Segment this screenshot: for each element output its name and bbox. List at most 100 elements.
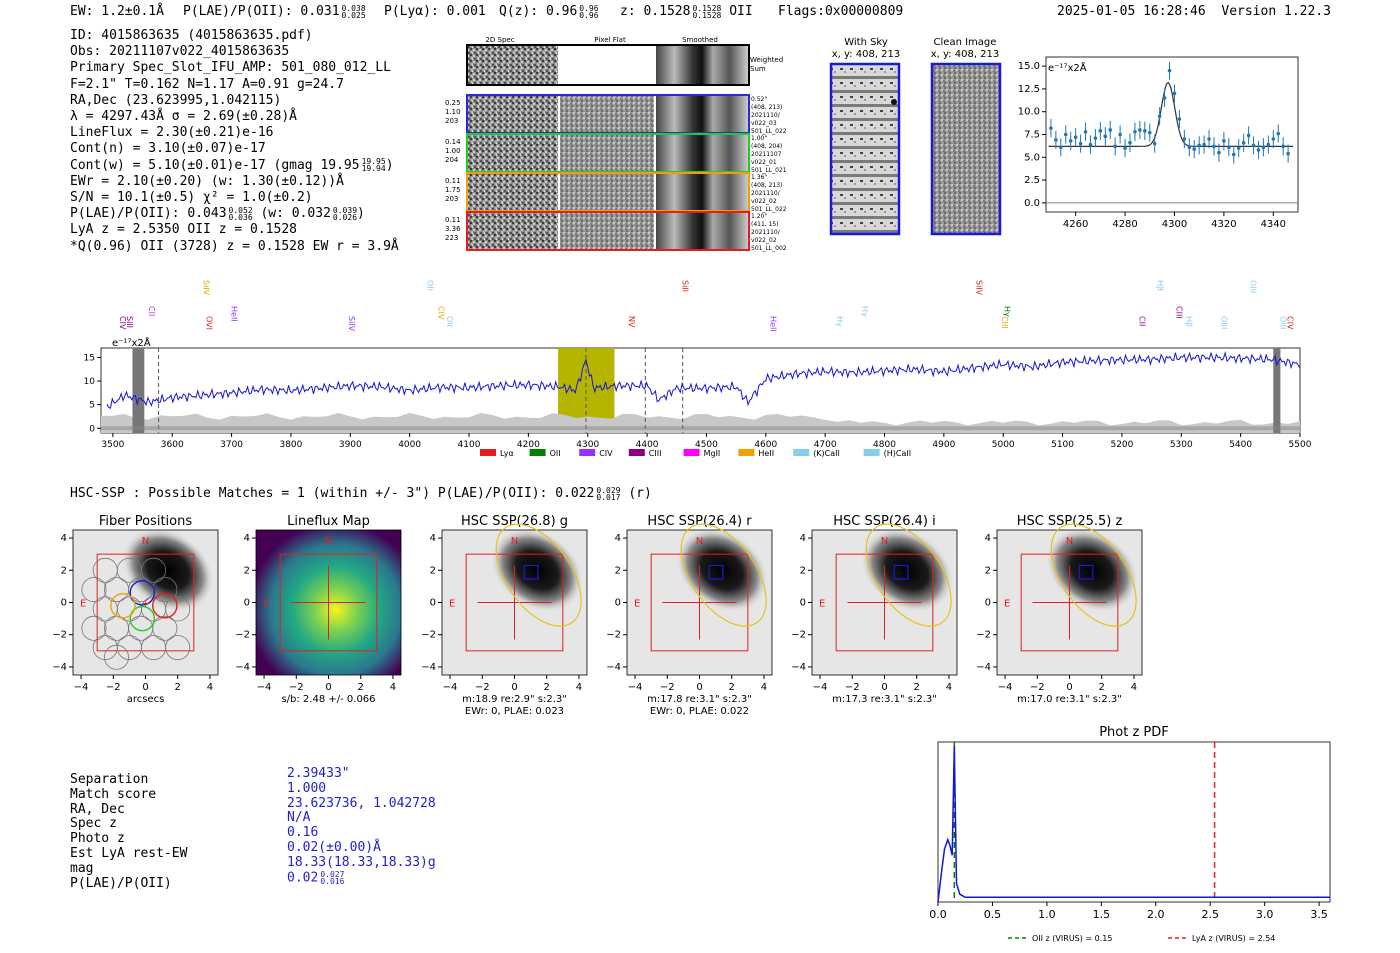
spectrum-line-label: CII xyxy=(147,306,156,316)
panel-caption: s/b: 2.48 +/- 0.066 xyxy=(281,694,375,705)
spec2d-row-right-label: 1.00" xyxy=(751,135,767,142)
aperture-ellipse xyxy=(680,523,767,627)
zoom-data-point xyxy=(1152,141,1157,146)
zoom-data-point xyxy=(1207,137,1211,141)
spectrum-line-label: CIV xyxy=(1286,316,1295,330)
weighted-frame xyxy=(466,44,750,86)
panel-xtick-label: 0 xyxy=(325,682,331,693)
spec2d-row-smoothed xyxy=(656,173,748,211)
spectrum-line-marker: CII xyxy=(1138,316,1147,326)
spec2d-row-pixelflat xyxy=(560,134,654,172)
search-box xyxy=(1020,553,1119,652)
zoom-data-point xyxy=(1103,134,1108,139)
panel-ytick-label: 4 xyxy=(615,533,621,544)
panel-ytick-label: 0 xyxy=(800,598,806,609)
spectrum-line-marker: OIII xyxy=(1249,280,1258,293)
panel-xtick-label: 4 xyxy=(207,682,213,693)
galaxy-image xyxy=(675,527,769,613)
zoom-data-point xyxy=(1054,138,1058,142)
hsc-summary-band: (r) xyxy=(628,486,652,501)
image-panel-title: Lineflux Map xyxy=(287,514,370,529)
zoom-data-point xyxy=(1162,96,1167,100)
photz-data xyxy=(937,742,1330,903)
photz-plot-frame xyxy=(937,741,1331,903)
spectrum-legend-swatch xyxy=(793,449,810,456)
info-q: *Q(0.96) OII (3728) z = 0.1528 EW r = 3.… xyxy=(70,238,399,254)
panel-xtick-label: −4 xyxy=(628,682,643,693)
spec2d-row-right-label: 501_LL_022 xyxy=(751,128,787,135)
spectrum-xtick-label: 4300 xyxy=(576,440,599,450)
panel-ytick-label: −4 xyxy=(52,662,67,673)
panel-xtick-label: −4 xyxy=(998,682,1013,693)
spectrum-xtick-label: 4200 xyxy=(517,440,540,450)
spec2d-row-left-label: 1.75 xyxy=(445,186,461,194)
info-plae-w-lo: 0.026 xyxy=(332,212,358,222)
panel-ytick-label: 2 xyxy=(800,565,806,576)
panel-xtick-label: −2 xyxy=(289,682,304,693)
image-panel: Fiber Positions N E + −4 −4 −2 −2 0 0 2 2 4 4 arcsecs xyxy=(52,514,219,705)
match-values: 2.39433" 1.000 23.623736, 1.042728 N/A 0… xyxy=(287,766,436,886)
spec2d-row-left-label: 1.00 xyxy=(445,147,461,155)
zoom-xtick-label: 4300 xyxy=(1162,219,1187,230)
spec2d-row-2dspec xyxy=(468,173,558,211)
search-box xyxy=(835,553,934,652)
panel-xtick-label: −4 xyxy=(443,682,458,693)
photz-axes: 0.0 0.5 1.0 1.5 2.0 2.5 3.0 3.5 xyxy=(929,902,1328,921)
panel-ytick-label: 2 xyxy=(61,565,67,576)
spec2d-row-left-label: 0.14 xyxy=(445,138,461,146)
match-label-lya-ew: Est LyA rest-EW xyxy=(70,845,188,861)
north-label: N xyxy=(696,536,703,547)
zoom-data-point xyxy=(1108,128,1113,132)
match-value-radec: 23.623736, 1.042728 xyxy=(287,795,436,811)
spectrum-line-label: HeII xyxy=(230,306,239,322)
zoom-data-point xyxy=(1167,68,1172,73)
with-sky-frame xyxy=(829,62,901,236)
spectrum-line-label: OII xyxy=(425,280,434,291)
zoom-ytick-label: 0.0 xyxy=(1024,198,1040,209)
zoom-data-point xyxy=(1256,148,1261,152)
spectrum-xtick-label: 3700 xyxy=(220,440,243,450)
info-lambda: λ = 4297.43Å σ = 2.69(±0.28)Å xyxy=(70,109,297,125)
spectrum-legend-label: OII xyxy=(550,449,561,458)
panel-caption: m:17.0 re:3.1" s:2.3" xyxy=(1017,694,1122,705)
spec2d-row-right-label: 1.20" xyxy=(751,213,767,220)
fiber-circle-red xyxy=(152,592,178,619)
spectrum-line-marker: CIV xyxy=(1286,316,1295,330)
spec2d-row-right-label: (408, 213) xyxy=(751,182,782,189)
panel-ytick-label: 0 xyxy=(615,598,621,609)
zoom-xtick-label: 4260 xyxy=(1063,219,1088,230)
zoom-data-point xyxy=(1138,128,1142,132)
zoom-data-point xyxy=(1143,129,1147,133)
zoom-data-point xyxy=(1251,143,1256,148)
photz-xtick-label: 2.0 xyxy=(1147,908,1165,921)
spectrum-legend-swatch xyxy=(579,449,596,456)
photz-xtick-label: 2.5 xyxy=(1201,908,1219,921)
zoom-data-point xyxy=(1236,146,1241,150)
zoom-data-point xyxy=(1286,151,1290,156)
zoom-ylabel: e⁻¹⁷x2Å xyxy=(1048,61,1087,74)
zoom-data-point xyxy=(1083,129,1088,134)
spectrum-line-marker: HeII xyxy=(230,306,239,322)
spectrum-line-label: SiIV xyxy=(202,280,211,296)
clean-image-title: Clean Image x, y: 408, 213 xyxy=(929,37,1001,61)
info-contw-lo: 19.94 xyxy=(361,164,386,174)
info-radec: RA,Dec (23.623995,1.042115) xyxy=(70,92,282,108)
photz-legend-label: OII z (VIRUS) = 0.15 xyxy=(1032,934,1112,943)
spectrum-legend-label: CIV xyxy=(599,449,613,458)
zoom-data-point xyxy=(1068,139,1073,143)
east-label: E xyxy=(819,599,825,610)
spec2d-row-right-label: 0.52" xyxy=(751,96,767,103)
with-sky-bright-pixel xyxy=(891,99,897,105)
weighted-pixelflat xyxy=(558,46,656,84)
header-plae-hi: 0.038 xyxy=(341,3,366,13)
image-panels: Fiber Positions N E + −4 −4 −2 −2 0 0 2 2 4 4 arcsecs L… xyxy=(52,514,1143,717)
spec2d-row-right-label: v022_02 xyxy=(751,237,777,244)
spec2d-row-2dspec xyxy=(468,212,558,250)
info-contn: Cont(n) = 3.10(±0.07)e-17 xyxy=(70,141,266,157)
spectrum-line-label: Hγ xyxy=(1002,306,1011,317)
panel-xtick-label: 0 xyxy=(1066,682,1072,693)
spec2d-row-right-label: 20211107 xyxy=(751,151,782,158)
fiber-circle xyxy=(104,644,129,670)
panels-group: Fiber Positions N E + −4 −4 −2 −2 0 0 2 2 4 4 arcsecs L… xyxy=(52,514,1143,717)
